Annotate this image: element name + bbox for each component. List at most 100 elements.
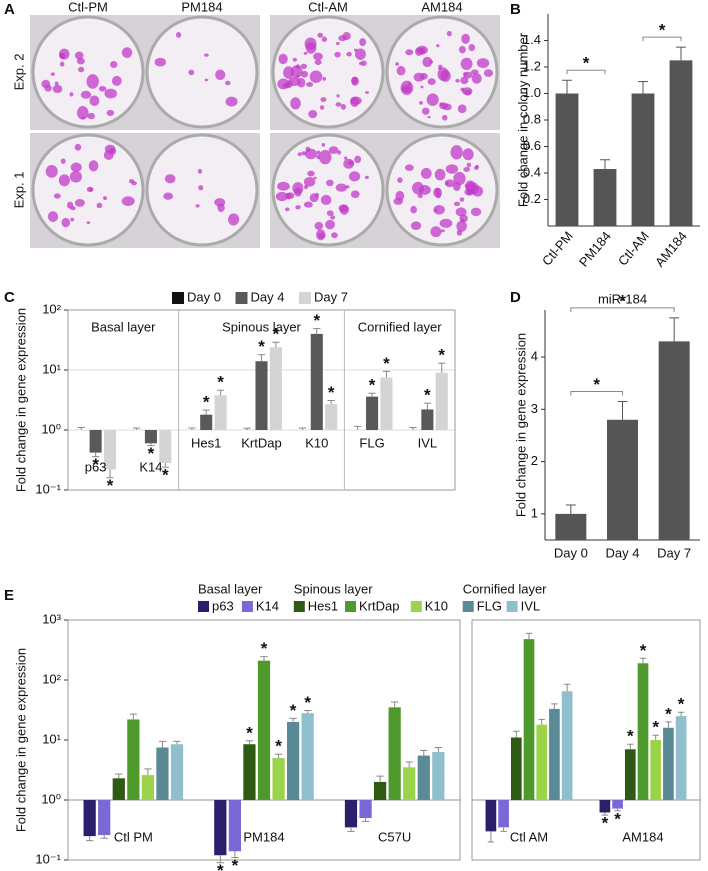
bar [593, 169, 617, 226]
legend-swatch [506, 601, 518, 612]
bar [112, 778, 125, 800]
significance-label: * [275, 737, 282, 756]
x-tick-label: C57U [378, 829, 411, 844]
colony [457, 104, 467, 114]
bar [536, 724, 548, 800]
colony [47, 211, 59, 222]
x-tick-label: FLG [359, 435, 384, 450]
colony [277, 181, 290, 191]
x-tick-label: Day 4 [606, 545, 640, 560]
colony [109, 147, 117, 155]
bar [498, 800, 509, 828]
bar [269, 347, 282, 430]
colony [338, 35, 347, 42]
colony [344, 156, 348, 160]
significance-label: * [424, 386, 431, 405]
significance-label: * [258, 337, 265, 356]
colony [275, 191, 289, 202]
colony [61, 217, 71, 228]
significance-label: * [246, 723, 253, 742]
x-tick-label: PM184 [243, 829, 284, 844]
colony [468, 44, 476, 52]
y-tick-label: 0.6 [523, 138, 541, 153]
significance-bracket [570, 390, 623, 396]
bar [561, 691, 573, 800]
x-tick-label: Day 0 [554, 545, 588, 560]
significance-label: * [369, 376, 376, 395]
colony [301, 70, 309, 78]
colony [294, 187, 302, 197]
colony [434, 168, 446, 181]
y-axis-label: Fold change in gene expression [13, 648, 28, 832]
significance-bracket [566, 69, 606, 75]
bar [228, 800, 241, 852]
colony [439, 218, 453, 228]
colony [81, 116, 85, 120]
panel-label: B [510, 1, 521, 18]
colony [335, 183, 347, 192]
significance-label: * [107, 476, 114, 495]
colony [335, 102, 342, 107]
colony [217, 203, 225, 213]
colony [350, 96, 360, 108]
bar [403, 767, 416, 800]
colony [306, 82, 314, 87]
colony [96, 202, 103, 209]
colony [455, 78, 460, 83]
legend-group-title: Spinous layer [294, 581, 373, 596]
well [385, 133, 499, 247]
colony [316, 150, 321, 155]
significance-label: * [593, 375, 600, 394]
x-tick-label: K10 [305, 435, 328, 450]
colony [204, 53, 209, 57]
well [145, 15, 259, 129]
colony [70, 217, 75, 222]
colony [326, 179, 334, 187]
colony [440, 70, 451, 82]
colony [317, 32, 324, 38]
colony [69, 170, 82, 183]
colony [78, 66, 85, 73]
bar [599, 800, 611, 813]
y-tick-label: 1 [531, 505, 538, 520]
significance-label: * [232, 856, 239, 871]
y-tick-label: 10⁰ [41, 791, 61, 806]
colony [476, 58, 490, 69]
colony [460, 76, 469, 85]
column-label: Ctl-PM [68, 0, 108, 14]
legend-label: Day 7 [314, 289, 348, 304]
significance-label: * [217, 373, 224, 392]
colony [76, 105, 89, 120]
colony [354, 155, 362, 164]
panel-label: D [510, 289, 521, 306]
row-label: Exp. 1 [11, 172, 26, 209]
legend-label: K14 [256, 598, 279, 613]
colony [461, 87, 473, 95]
colony [326, 210, 334, 217]
significance-label: * [203, 393, 210, 412]
panel-label: C [4, 289, 15, 306]
y-tick-label: 1.4 [523, 32, 541, 47]
y-axis-label: Fold change in colony number [515, 32, 530, 207]
colony [87, 112, 96, 120]
significance-label: * [583, 54, 590, 73]
colony [74, 143, 82, 151]
legend-label: IVL [521, 598, 541, 613]
colony [336, 94, 340, 98]
colony [466, 191, 472, 196]
bar [156, 747, 169, 800]
colony [461, 33, 470, 44]
colony [98, 85, 107, 92]
bar [159, 430, 172, 464]
x-tick-label: Hes1 [191, 435, 221, 450]
y-tick-label: 10² [42, 301, 61, 316]
colony [338, 204, 349, 212]
legend-swatch [198, 601, 209, 612]
legend-label: Day 4 [251, 289, 285, 304]
colony [74, 51, 84, 60]
x-tick-label: Ctl PM [114, 829, 153, 844]
colony [442, 103, 452, 111]
colony [304, 148, 318, 160]
colony [215, 69, 226, 81]
bar [89, 430, 102, 453]
